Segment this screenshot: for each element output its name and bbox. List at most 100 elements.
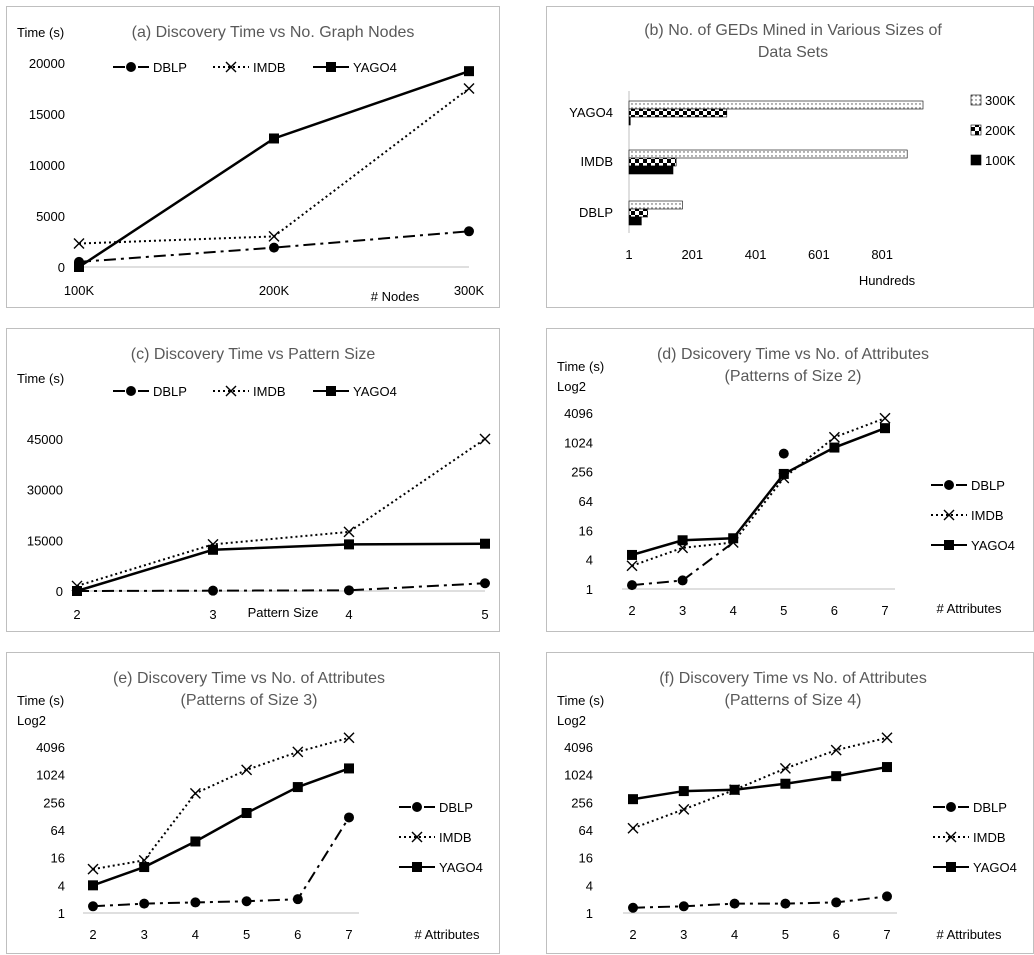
- data-point-yago4: [728, 533, 739, 544]
- y-tick-label: 16: [579, 851, 593, 866]
- x-tick-label: 401: [745, 247, 767, 262]
- bar-200k-yago4: [628, 108, 728, 118]
- series-dblp: [627, 448, 789, 591]
- data-point-dblp: [344, 812, 354, 823]
- data-point-imdb: [189, 787, 201, 799]
- legend-label: YAGO4: [439, 860, 483, 875]
- data-point-dblp: [88, 901, 98, 912]
- series-line: [78, 230, 470, 263]
- data-point-imdb: [626, 560, 638, 572]
- series-imdb: [73, 83, 475, 250]
- data-point-dblp: [678, 901, 689, 912]
- series-line: [78, 69, 470, 269]
- chart-panel-c: (c) Discovery Time vs Pattern Size Time (…: [6, 328, 500, 632]
- x-tick-label: 4: [730, 603, 737, 618]
- y-tick-label: 4096: [36, 740, 65, 755]
- data-point-yago4: [628, 794, 638, 805]
- series-imdb: [71, 433, 491, 592]
- data-point-dblp: [627, 580, 637, 591]
- legend-marker: [326, 386, 336, 396]
- legend-label: YAGO4: [353, 384, 397, 399]
- series-line: [92, 767, 350, 887]
- bar-200k-dblp: [628, 208, 648, 218]
- chart-title-d-1: (Patterns of Size 2): [725, 368, 862, 385]
- legend-marker: [326, 62, 336, 72]
- data-point-dblp: [292, 894, 303, 905]
- data-point-yago4: [190, 836, 201, 847]
- legend-item-dblp: DBLP: [113, 60, 187, 75]
- series-dblp: [74, 226, 474, 267]
- legend-marker: [126, 62, 136, 72]
- chart-title-a-0: (a) Discovery Time vs No. Graph Nodes: [132, 24, 415, 41]
- legend-label: IMDB: [973, 830, 1006, 845]
- series-imdb: [87, 732, 355, 875]
- y-tick-label: 30000: [27, 483, 63, 498]
- chart-title-f-0: (f) Discovery Time vs No. of Attributes: [659, 670, 927, 687]
- data-point-dblp: [780, 898, 791, 909]
- x-tick-label: 5: [481, 607, 488, 622]
- data-point-dblp: [628, 902, 638, 913]
- data-point-dblp: [464, 226, 474, 237]
- x-tick-label: 3: [680, 927, 687, 942]
- chart-panel-d: (d) Dsicovery Time vs No. of Attributes (…: [546, 328, 1034, 632]
- y-tick-label: 10000: [29, 158, 65, 173]
- legend-label: YAGO4: [353, 60, 397, 75]
- x-tick-label: 3: [209, 607, 216, 622]
- legend-item-imdb: IMDB: [213, 384, 286, 399]
- data-point-imdb: [627, 822, 639, 834]
- y-axis-label-d-1: Log2: [557, 379, 586, 394]
- chart-a-svg: (a) Discovery Time vs No. Graph Nodes Tim…: [17, 24, 485, 304]
- y-tick-label: 1: [586, 906, 593, 921]
- legend-label: IMDB: [253, 384, 286, 399]
- x-tick-label: 7: [883, 927, 890, 942]
- y-tick-label: 4: [58, 878, 65, 893]
- data-point-yago4: [778, 468, 789, 479]
- bar-100k-imdb: [628, 165, 674, 175]
- legend-swatch: [970, 94, 982, 106]
- series-line: [76, 542, 486, 593]
- x-tick-label: 7: [881, 603, 888, 618]
- legend-label: IMDB: [253, 60, 286, 75]
- y-tick-label: 15000: [29, 107, 65, 122]
- x-tick-label: 3: [679, 603, 686, 618]
- y-axis-label-a: Time (s): [17, 25, 64, 40]
- chart-b-svg: (b) No. of GEDs Mined in Various Sizes o…: [569, 22, 1016, 288]
- legend-marker: [411, 831, 423, 843]
- series-dblp: [628, 891, 892, 913]
- chart-c-svg: (c) Discovery Time vs Pattern Size Time (…: [17, 346, 491, 622]
- x-tick-label: 4: [192, 927, 199, 942]
- series-line: [631, 417, 886, 567]
- x-tick-label: 601: [808, 247, 830, 262]
- data-point-dblp: [208, 585, 218, 596]
- y-tick-label: 1024: [36, 768, 65, 783]
- data-point-imdb: [879, 412, 891, 424]
- y-axis-label-f-0: Time (s): [557, 693, 604, 708]
- x-tick-label: 7: [345, 927, 352, 942]
- chart-title-e-0: (e) Discovery Time vs No. of Attributes: [113, 670, 385, 687]
- x-axis-label-c: Pattern Size: [248, 605, 319, 620]
- data-point-yago4: [831, 771, 842, 782]
- legend-label: 200K: [985, 123, 1016, 138]
- legend-marker: [225, 61, 237, 73]
- legend-label: 300K: [985, 93, 1016, 108]
- x-axis-label-e: # Attributes: [414, 927, 480, 942]
- x-tick-label: 300K: [454, 283, 485, 298]
- x-tick-label: 801: [871, 247, 893, 262]
- x-tick-label: 200K: [259, 283, 290, 298]
- y-tick-label: 64: [51, 823, 65, 838]
- legend-item-dblp: DBLP: [113, 384, 187, 399]
- y-tick-label: 1: [586, 582, 593, 597]
- chart-title-b-0: (b) No. of GEDs Mined in Various Sizes o…: [644, 22, 942, 39]
- legend-item-dblp: DBLP: [933, 800, 1007, 815]
- series-line: [631, 427, 886, 557]
- series-line: [92, 816, 350, 908]
- chart-panel-a: (a) Discovery Time vs No. Graph Nodes Tim…: [6, 6, 500, 308]
- chart-title-e-1: (Patterns of Size 3): [181, 692, 318, 709]
- y-tick-label: 5000: [36, 209, 65, 224]
- chart-e-svg: (e) Discovery Time vs No. of Attributes (…: [17, 670, 483, 942]
- data-point-yago4: [729, 784, 740, 795]
- legend-label: DBLP: [971, 478, 1005, 493]
- x-axis-label-b: Hundreds: [859, 273, 916, 288]
- data-point-dblp: [344, 585, 354, 596]
- legend-swatch: [970, 124, 982, 136]
